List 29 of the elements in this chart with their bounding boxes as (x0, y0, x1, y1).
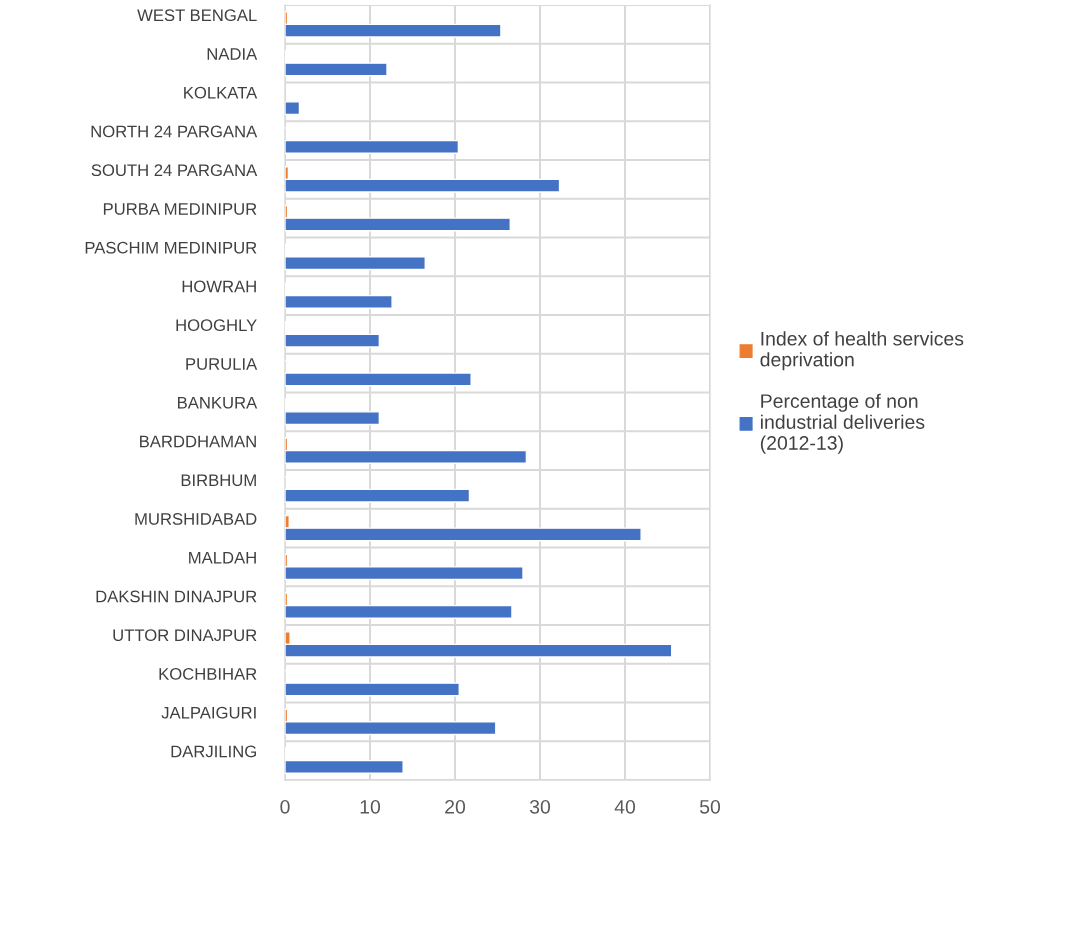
y-tick-label: DARJILING (171, 745, 256, 758)
y-tick-label: PURULIA (186, 358, 258, 370)
y-tick-label: NADIA (207, 48, 258, 60)
legend-label: Index of health services deprivation (760, 331, 964, 371)
y-tick-label: HOOGHLY (176, 319, 257, 332)
y-tick-label: MALDAH (189, 551, 256, 564)
y-tick-label: BANKURA (178, 396, 258, 409)
y-tick-label: BIRBHUM (181, 474, 256, 487)
y-tick-label: SOUTH 24 PARGANA (91, 164, 258, 177)
y-tick-label: KOLKATA (184, 86, 258, 99)
legend-label: Percentage of non industrial deliveries (2012-13) (760, 393, 925, 454)
x-tick-label: 10 (360, 799, 381, 814)
x-tick-label: 20 (445, 799, 466, 814)
y-tick-label: PURBA MEDINIPUR (103, 203, 257, 215)
x-tick-label: 50 (699, 799, 721, 814)
y-tick-label: MURSHIDABAD (135, 513, 257, 525)
y-tick-label: HOWRAH (182, 280, 256, 293)
bar (285, 101, 301, 116)
y-tick-label: JALPAIGURI (161, 706, 256, 719)
y-tick-label: NORTH 24 PARGANA (91, 125, 258, 138)
y-tick-label: WEST BENGAL (137, 9, 257, 22)
y-tick-label: KOCHBIHAR (159, 668, 257, 680)
y-tick-label: UTTOR DINAJPUR (113, 629, 257, 642)
x-tick-label: 0 (280, 799, 290, 814)
y-tick-label: BARDDHAMAN (140, 435, 256, 448)
x-tick-label: 30 (529, 799, 551, 814)
y-tick-label: PASCHIM MEDINIPUR (85, 241, 257, 254)
x-tick-label: 40 (614, 799, 636, 814)
y-tick-label: DAKSHIN DINAJPUR (96, 590, 257, 603)
